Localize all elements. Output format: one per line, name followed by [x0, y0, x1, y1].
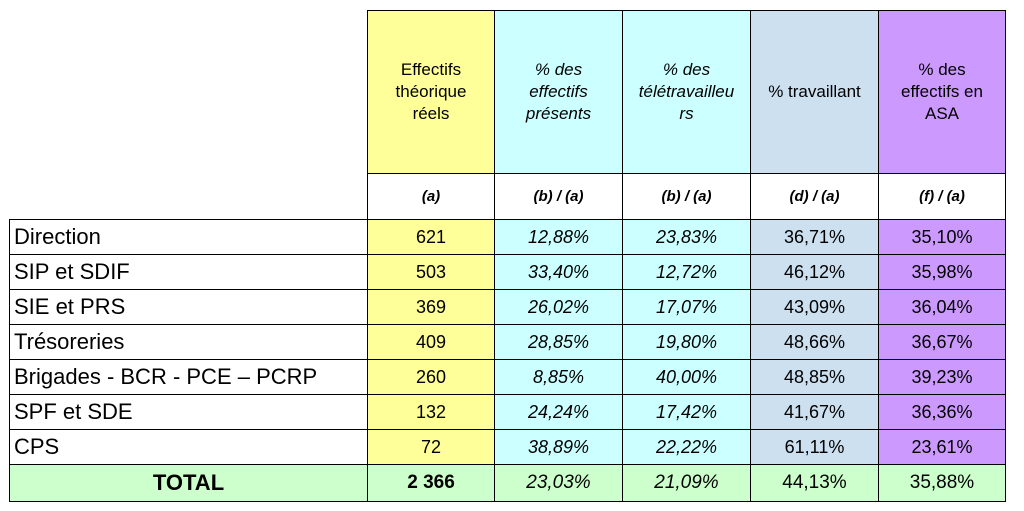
value-cell: 36,36% [878, 394, 1006, 430]
table-row: SIP et SDIF 503 33,40% 12,72% 46,12% 35,… [9, 254, 1006, 290]
total-row: TOTAL 2 366 23,03% 21,09% 44,13% 35,88% [9, 464, 1006, 502]
value-cell: 36,67% [878, 324, 1006, 360]
value-cell: 23,83% [622, 219, 751, 255]
value-cell: 72 [367, 429, 495, 465]
header-line: % des [534, 60, 583, 79]
value-cell: 35,98% [878, 254, 1006, 290]
value-cell: 17,07% [622, 289, 751, 325]
header-row: Effectifs théorique réels % des effectif… [10, 10, 1006, 174]
total-value-cell: 35,88% [878, 464, 1006, 502]
value-cell: 19,80% [622, 324, 751, 360]
value-cell: 61,11% [750, 429, 879, 465]
value-cell: 35,10% [878, 219, 1006, 255]
header-line: Effectifs [400, 60, 462, 79]
value-cell: 43,09% [750, 289, 879, 325]
header-line: % des [918, 60, 966, 79]
header-asa: % des effectifs en ASA [878, 10, 1006, 174]
header-line: réels [412, 104, 450, 123]
header-effectifs: Effectifs théorique réels [367, 10, 495, 174]
value-cell: 369 [367, 289, 495, 325]
table-row: Brigades - BCR - PCE – PCRP 260 8,85% 40… [9, 359, 1006, 395]
value-cell: 36,71% [750, 219, 879, 255]
value-cell: 33,40% [494, 254, 623, 290]
formula-cell: (b) / (a) [494, 173, 623, 220]
table-row: Direction 621 12,88% 23,83% 36,71% 35,10… [9, 219, 1006, 255]
header-line: effectifs [529, 82, 588, 101]
table-row: SIE et PRS 369 26,02% 17,07% 43,09% 36,0… [9, 289, 1006, 325]
value-cell: 26,02% [494, 289, 623, 325]
value-cell: 8,85% [494, 359, 623, 395]
table-row: CPS 72 38,89% 22,22% 61,11% 23,61% [9, 429, 1006, 465]
value-cell: 46,12% [750, 254, 879, 290]
value-cell: 39,23% [878, 359, 1006, 395]
row-label: Direction [9, 219, 368, 255]
formula-row: (a) (b) / (a) (b) / (a) (d) / (a) (f) / … [10, 173, 1006, 220]
row-label: SIP et SDIF [9, 254, 368, 290]
formula-cell: (f) / (a) [878, 173, 1006, 220]
value-cell: 38,89% [494, 429, 623, 465]
header-line: % travaillant [768, 82, 861, 101]
header-line: % des [662, 60, 711, 79]
corner-cell [10, 11, 368, 174]
value-cell: 23,61% [878, 429, 1006, 465]
value-cell: 260 [367, 359, 495, 395]
value-cell: 621 [367, 219, 495, 255]
value-cell: 12,72% [622, 254, 751, 290]
value-cell: 41,67% [750, 394, 879, 430]
effectifs-table: Effectifs théorique réels % des effectif… [9, 10, 1006, 502]
header-line: rs [679, 104, 694, 123]
total-value-cell: 21,09% [622, 464, 751, 502]
formula-cell: (a) [367, 173, 495, 220]
value-cell: 28,85% [494, 324, 623, 360]
header-line: présents [525, 104, 592, 123]
value-cell: 503 [367, 254, 495, 290]
total-label: TOTAL [9, 464, 368, 502]
value-cell: 48,85% [750, 359, 879, 395]
value-cell: 40,00% [622, 359, 751, 395]
header-line: télétravailleu [638, 82, 735, 101]
total-value-cell: 23,03% [494, 464, 623, 502]
value-cell: 17,42% [622, 394, 751, 430]
value-cell: 24,24% [494, 394, 623, 430]
formula-cell: (d) / (a) [750, 173, 879, 220]
header-presents: % des effectifs présents [494, 10, 623, 174]
value-cell: 48,66% [750, 324, 879, 360]
header-line: effectifs en [901, 82, 983, 101]
row-label: SIE et PRS [9, 289, 368, 325]
table-row: Trésoreries 409 28,85% 19,80% 48,66% 36,… [9, 324, 1006, 360]
row-label: SPF et SDE [9, 394, 368, 430]
total-value-cell: 44,13% [750, 464, 879, 502]
row-label: Brigades - BCR - PCE – PCRP [9, 359, 368, 395]
row-label: Trésoreries [9, 324, 368, 360]
formula-cell: (b) / (a) [622, 173, 751, 220]
header-travaillant: % travaillant [750, 10, 879, 174]
value-cell: 12,88% [494, 219, 623, 255]
corner-cell [10, 174, 368, 220]
value-cell: 409 [367, 324, 495, 360]
value-cell: 22,22% [622, 429, 751, 465]
value-cell: 132 [367, 394, 495, 430]
header-line: théorique [395, 82, 467, 101]
total-value-cell: 2 366 [367, 464, 495, 502]
header-line: ASA [924, 104, 960, 123]
value-cell: 36,04% [878, 289, 1006, 325]
header-teletravailleurs: % des télétravailleu rs [622, 10, 751, 174]
table-row: SPF et SDE 132 24,24% 17,42% 41,67% 36,3… [9, 394, 1006, 430]
row-label: CPS [9, 429, 368, 465]
